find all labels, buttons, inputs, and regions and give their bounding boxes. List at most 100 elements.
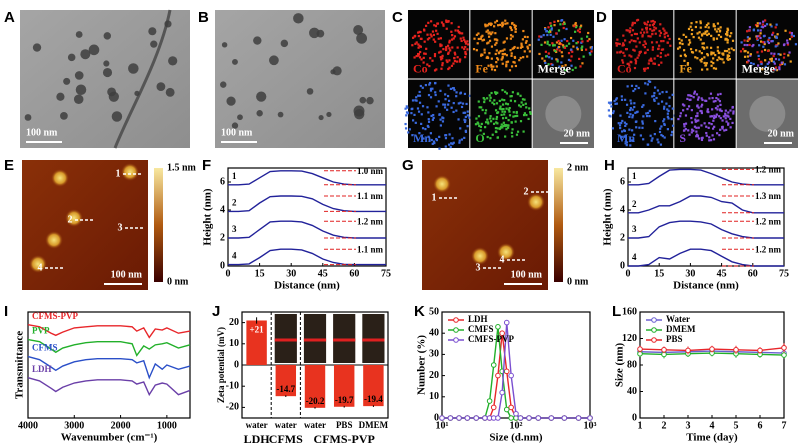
eds-dot	[628, 41, 631, 44]
eds-dot	[721, 119, 724, 122]
eds-dot	[466, 110, 469, 113]
eds-dot	[557, 19, 560, 23]
eds-dot	[468, 94, 471, 97]
series-line	[27, 324, 191, 339]
eds-dot	[660, 40, 663, 43]
eds-dot	[712, 119, 715, 122]
eds-dot	[445, 19, 448, 22]
eds-dot	[618, 42, 621, 46]
eds-dot	[512, 115, 515, 118]
eds-dot	[466, 125, 469, 128]
x-tick-label: 5	[734, 420, 739, 431]
eds-dot	[581, 62, 584, 65]
eds-dot	[641, 126, 644, 129]
y-tick-label: 6	[220, 176, 225, 187]
eds-dot	[627, 62, 630, 65]
eds-dot	[460, 105, 464, 109]
x-tick-label: 75	[779, 268, 789, 279]
eds-dot	[756, 38, 759, 42]
eds-dot	[566, 39, 569, 43]
eds-dot	[507, 108, 510, 111]
eds-dot	[707, 26, 710, 29]
eds-dot	[621, 61, 625, 64]
eds-dot	[728, 51, 731, 54]
eds-dot	[506, 22, 509, 25]
eds-dot	[659, 52, 663, 55]
eds-dot	[487, 122, 490, 125]
eds-dot	[743, 39, 746, 42]
eds-dot	[634, 111, 637, 114]
colorbar-label: 1.5 nm	[167, 162, 197, 173]
eds-dot	[774, 35, 777, 38]
eds-dot	[658, 34, 662, 37]
eds-dot	[648, 115, 651, 118]
eds-dot	[585, 48, 588, 51]
eds-dot	[453, 56, 456, 60]
nanosheet	[29, 255, 47, 273]
profile-label: 2	[524, 186, 529, 197]
eds-dot	[487, 41, 490, 44]
eds-dot	[547, 26, 550, 29]
colorbar-label: 0 nm	[167, 276, 189, 287]
eds-dot	[649, 35, 652, 38]
eds-dot	[490, 63, 493, 67]
eds-dot	[590, 50, 593, 53]
y-axis-label: Number (%)	[416, 335, 428, 395]
x-tick-label: 60	[748, 268, 758, 279]
eds-dot	[474, 123, 478, 126]
eds-dot	[484, 23, 487, 26]
eds-dot	[580, 24, 583, 27]
eds-dot	[696, 134, 699, 137]
eds-dot	[687, 43, 690, 46]
eds-dot	[628, 30, 632, 33]
eds-dot	[693, 92, 696, 95]
marker	[486, 398, 493, 404]
eds-dot	[772, 60, 775, 63]
eds-dot	[790, 35, 793, 38]
y-tick-label: 120	[622, 333, 637, 344]
eds-dot	[466, 48, 469, 51]
eds-dot	[538, 35, 541, 38]
eds-dot	[637, 86, 640, 90]
eds-dot	[764, 65, 767, 68]
eds-dot	[694, 118, 697, 121]
eds-dot	[495, 65, 498, 68]
eds-dot	[625, 141, 628, 144]
eds-dot	[633, 32, 637, 35]
eds-dot	[496, 91, 499, 94]
eds-dot	[576, 29, 580, 32]
eds-dot	[452, 141, 455, 144]
eds-dot	[546, 42, 549, 45]
eds-dot	[760, 60, 763, 63]
eds-dot	[773, 62, 776, 65]
eds-dot	[749, 54, 752, 57]
x-tick-label: 15	[255, 268, 265, 279]
eds-dot	[630, 34, 633, 37]
marker	[495, 372, 501, 379]
eds-dot	[450, 142, 453, 145]
eds-dot	[544, 50, 548, 53]
eds-dot	[588, 51, 591, 55]
eds-dot	[713, 125, 716, 128]
marker	[526, 415, 532, 421]
x-tick-label: 30	[286, 268, 296, 279]
eds-dot	[774, 66, 778, 69]
panel-letter: I	[4, 303, 8, 320]
eds-dot	[724, 112, 727, 115]
eds-dot	[464, 45, 467, 49]
eds-dot	[486, 118, 489, 121]
eds-dot	[690, 109, 693, 112]
eds-dot	[704, 64, 707, 67]
eds-dot	[656, 138, 659, 141]
eds-dot	[479, 54, 483, 57]
eds-dot	[489, 117, 492, 120]
eds-dot	[682, 109, 685, 112]
series-line	[228, 195, 386, 213]
series-line	[628, 220, 784, 239]
eds-dot	[444, 134, 448, 137]
eds-dot	[692, 96, 695, 99]
eds-dot	[679, 112, 682, 115]
eds-dot	[450, 38, 454, 41]
eds-dot	[439, 43, 442, 46]
